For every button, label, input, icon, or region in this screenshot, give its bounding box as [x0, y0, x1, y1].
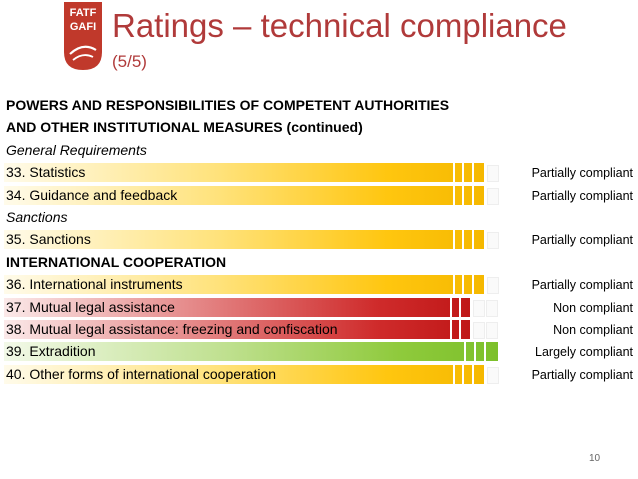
rating-bar-partial — [4, 185, 484, 205]
section-heading: AND OTHER INSTITUTIONAL MEASURES (contin… — [0, 116, 638, 138]
rating-value: Partially compliant — [531, 233, 633, 248]
empty-rating-block — [487, 165, 499, 183]
row-label: 36. International instruments — [6, 276, 183, 293]
rating-bar-partial — [4, 364, 484, 384]
rating-row: 38. Mutual legal assistance: freezing an… — [0, 318, 638, 340]
rating-row: 39. Extradition Largely compliant — [0, 340, 638, 362]
section-heading: INTERNATIONAL COOPERATION — [0, 251, 638, 273]
fatf-gafi-logo: FATF GAFI — [64, 2, 102, 70]
ratings-list: POWERS AND RESPONSIBILITIES OF COMPETENT… — [0, 94, 638, 385]
rating-value: Partially compliant — [531, 278, 633, 293]
row-label: 35. Sanctions — [6, 231, 91, 248]
row-label: INTERNATIONAL COOPERATION — [6, 253, 227, 270]
rating-row: 35. Sanctions Partially compliant — [0, 228, 638, 250]
subsection-heading: General Requirements — [0, 139, 638, 161]
rating-bar-non — [4, 297, 470, 317]
row-label: POWERS AND RESPONSIBILITIES OF COMPETENT… — [6, 97, 450, 113]
rating-value: Non compliant — [553, 322, 633, 337]
row-label: 33. Statistics — [6, 164, 86, 181]
page-title: Ratings – technical compliance — [112, 7, 567, 44]
row-label: AND OTHER INSTITUTIONAL MEASURES (contin… — [6, 119, 363, 136]
page-number: 10 — [589, 453, 601, 464]
row-label: Sanctions — [6, 208, 68, 225]
row-label: 37. Mutual legal assistance — [6, 298, 175, 315]
rating-value: Partially compliant — [531, 188, 633, 203]
rating-value: Partially compliant — [531, 367, 633, 382]
row-label: General Requirements — [6, 141, 147, 158]
rating-row: 36. International instruments Partially c… — [0, 273, 638, 295]
row-label: 34. Guidance and feedback — [6, 186, 178, 203]
rating-bar-partial — [4, 230, 484, 250]
row-label: 38. Mutual legal assistance: freezing an… — [6, 320, 338, 337]
rating-bar-partial — [4, 275, 484, 295]
empty-rating-block — [473, 321, 485, 339]
empty-rating-block — [473, 299, 485, 317]
row-label: 39. Extradition — [6, 343, 96, 360]
empty-rating-block — [487, 232, 499, 250]
rating-row: 34. Guidance and feedback Partially compl… — [0, 184, 638, 206]
rating-value: Partially compliant — [531, 166, 633, 181]
empty-rating-block — [487, 277, 499, 295]
logo-line1: FATF — [70, 7, 97, 19]
section-heading: POWERS AND RESPONSIBILITIES OF COMPETENT… — [0, 94, 638, 116]
logo-line2: GAFI — [70, 21, 96, 33]
subsection-heading: Sanctions — [0, 206, 638, 228]
rating-row: 33. Statistics Partially compliant — [0, 161, 638, 183]
row-label: 40. Other forms of international coopera… — [6, 365, 277, 382]
page-subtitle: (5/5) — [112, 52, 147, 71]
empty-rating-block — [486, 321, 498, 339]
empty-rating-block — [486, 299, 498, 317]
empty-rating-block — [487, 187, 499, 205]
rating-row: 40. Other forms of international coopera… — [0, 363, 638, 385]
rating-value: Largely compliant — [535, 345, 633, 360]
rating-bar-non — [4, 319, 470, 339]
rating-bar-largely — [4, 342, 498, 362]
rating-value: Non compliant — [553, 300, 633, 315]
rating-bar-partial — [4, 163, 484, 183]
rating-row: 37. Mutual legal assistance Non compliant — [0, 296, 638, 318]
empty-rating-block — [487, 366, 499, 384]
